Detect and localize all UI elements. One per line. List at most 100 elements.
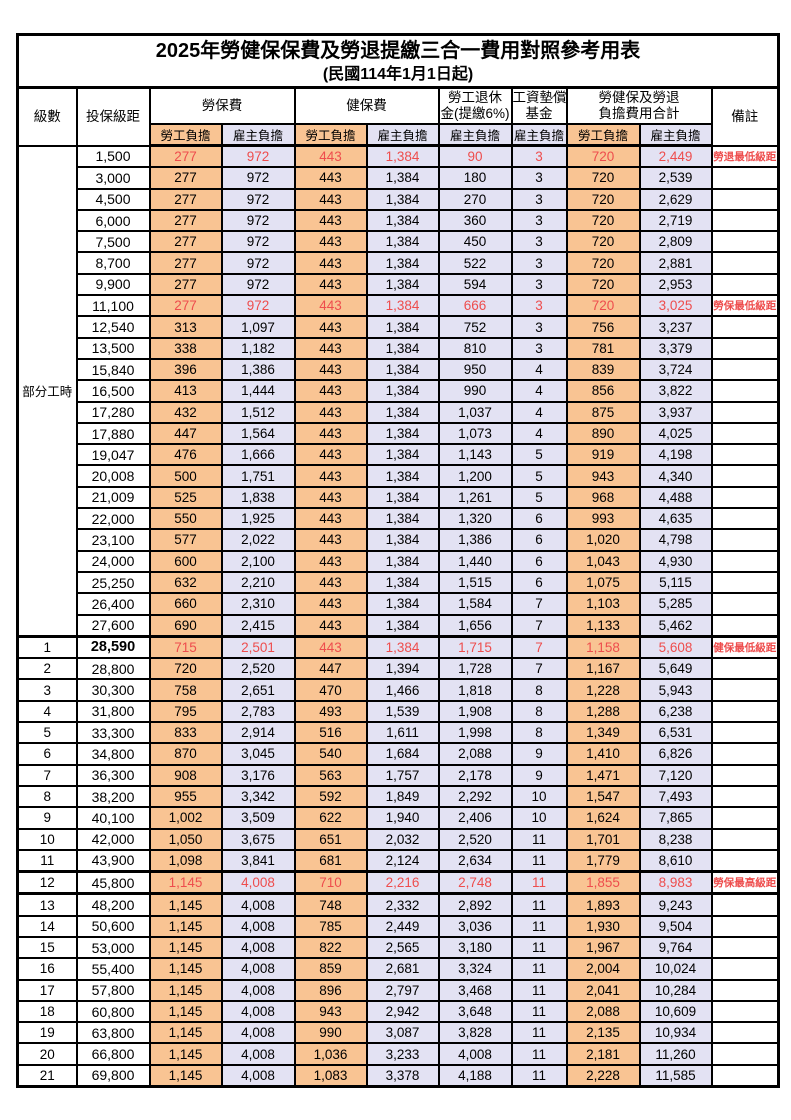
health-employee-cell: 443 <box>293 379 368 403</box>
labor-employee-cell: 277 <box>148 208 223 233</box>
labor-employer-cell: 4,008 <box>220 957 296 981</box>
remark-cell <box>710 1063 780 1088</box>
wage-fund-employer-cell: 7 <box>510 613 568 638</box>
pension-header-line2: 金(提繳6%) <box>440 106 510 121</box>
health-employee-cell: 443 <box>293 294 368 318</box>
total-employee-cell: 1,349 <box>565 721 641 745</box>
health-employer-cell: 1,384 <box>365 592 440 616</box>
pension-employer-cell: 1,143 <box>437 443 513 467</box>
labor-employee-cell: 1,050 <box>148 827 223 851</box>
health-employee-cell: 443 <box>293 315 368 339</box>
remark-cell <box>710 208 780 233</box>
labor-employee-cell: 1,145 <box>148 1042 223 1066</box>
total-employer-cell: 2,449 <box>638 144 713 169</box>
bracket-cell: 16,500 <box>75 379 151 403</box>
bracket-cell: 53,000 <box>75 935 151 960</box>
pension-employer-cell: 2,406 <box>437 806 513 830</box>
health-employee-cell: 443 <box>293 592 368 616</box>
wage-fund-employer-cell: 4 <box>510 357 568 382</box>
labor-employee-cell: 277 <box>148 187 223 211</box>
bracket-cell: 31,800 <box>75 699 151 724</box>
health-employer-cell: 1,384 <box>365 485 440 510</box>
total-employer-cell: 5,285 <box>638 592 713 616</box>
total-employee-cell: 2,135 <box>565 1021 641 1045</box>
health-employer-cell: 2,124 <box>365 848 440 873</box>
wage-fund-employer-cell: 7 <box>510 634 568 660</box>
labor-employee-cell: 1,145 <box>148 1063 223 1088</box>
health-employer-cell: 1,384 <box>365 464 440 488</box>
total-employee-cell: 890 <box>565 421 641 446</box>
health-employee-cell: 443 <box>293 166 368 190</box>
remark-cell <box>710 485 780 510</box>
bracket-cell: 63,800 <box>75 1021 151 1045</box>
total-employee-cell: 2,041 <box>565 978 641 1002</box>
bracket-cell: 57,800 <box>75 978 151 1002</box>
wage-fund-header-line2: 基金 <box>525 106 553 121</box>
labor-employer-cell: 2,914 <box>220 721 296 745</box>
table-row: 17,880 447 1,564 443 1,384 1,073 4 890 4,025 <box>18 421 780 446</box>
pension-employer-cell: 1,515 <box>437 570 513 595</box>
health-employee-cell: 443 <box>293 144 368 169</box>
total-employee-cell: 1,893 <box>565 892 641 917</box>
remark-cell <box>710 613 780 638</box>
health-employee-cell: 443 <box>293 336 368 360</box>
total-employer-cell: 6,531 <box>638 721 713 745</box>
health-employer-cell: 2,449 <box>365 914 440 938</box>
health-employer-cell: 1,384 <box>365 507 440 531</box>
pension-employer-cell: 990 <box>437 379 513 403</box>
wage-fund-employer-cell: 6 <box>510 528 568 552</box>
total-employer-cell: 5,608 <box>638 634 713 660</box>
total-employee-cell: 720 <box>565 251 641 275</box>
total-employee-cell: 1,701 <box>565 827 641 851</box>
total-employee-cell: 1,547 <box>565 784 641 809</box>
table-row: 9,900 277 972 443 1,384 594 3 720 2,953 <box>18 272 780 297</box>
labor-employee-cell: 476 <box>148 443 223 467</box>
total-employer-cell: 5,115 <box>638 570 713 595</box>
bracket-cell: 24,000 <box>75 549 151 573</box>
col-header-total: 勞健保及勞退 負擔費用合計 <box>565 86 713 125</box>
total-employer-cell: 3,237 <box>638 315 713 339</box>
labor-employee-cell: 277 <box>148 144 223 169</box>
labor-employee-cell: 313 <box>148 315 223 339</box>
wage-fund-employer-cell: 8 <box>510 678 568 702</box>
bracket-cell: 21,009 <box>75 485 151 510</box>
bracket-cell: 17,280 <box>75 400 151 424</box>
subheader-health-employee: 勞工負擔 <box>293 123 368 147</box>
table-row: 16 55,400 1,145 4,008 859 2,681 3,324 11 2,004 10… <box>16 957 780 981</box>
pension-employer-cell: 360 <box>437 208 513 233</box>
wage-fund-employer-cell: 8 <box>510 699 568 724</box>
labor-employee-cell: 1,002 <box>148 806 223 830</box>
bracket-cell: 45,800 <box>75 870 151 896</box>
table-row: 20 66,800 1,145 4,008 1,036 3,233 4,008 11 2,181… <box>16 1042 780 1066</box>
labor-employer-cell: 972 <box>220 208 296 233</box>
total-employee-cell: 993 <box>565 507 641 531</box>
pension-employer-cell: 2,892 <box>437 892 513 917</box>
labor-employer-cell: 2,501 <box>220 634 296 660</box>
bracket-cell: 3,000 <box>75 166 151 190</box>
labor-employer-cell: 2,022 <box>220 528 296 552</box>
bracket-cell: 34,800 <box>75 742 151 766</box>
remark-cell <box>710 892 780 917</box>
wage-fund-employer-cell: 6 <box>510 549 568 573</box>
page-title: 2025年勞健保保費及勞退提繳三合一費用對照參考用表 <box>155 39 641 62</box>
wage-fund-employer-cell: 11 <box>510 957 568 981</box>
premium-reference-table: 2025年勞健保保費及勞退提繳三合一費用對照參考用表 (民國114年1月1日起)… <box>16 33 781 1089</box>
labor-employer-cell: 1,751 <box>220 464 296 488</box>
health-employee-cell: 1,083 <box>293 1063 368 1088</box>
table-row: 12,540 313 1,097 443 1,384 752 3 756 3,237 <box>18 315 780 339</box>
labor-employer-cell: 972 <box>220 166 296 190</box>
remark-cell <box>710 507 780 531</box>
wage-fund-employer-cell: 3 <box>510 187 568 211</box>
labor-employee-cell: 432 <box>148 400 223 424</box>
labor-employer-cell: 4,008 <box>220 1042 296 1066</box>
labor-employee-cell: 758 <box>148 678 223 702</box>
total-employee-cell: 2,004 <box>565 957 641 981</box>
remark-cell <box>710 592 780 616</box>
pension-employer-cell: 1,818 <box>437 678 513 702</box>
col-header-bracket: 投保級距 <box>75 86 151 147</box>
pension-employer-cell: 1,037 <box>437 400 513 424</box>
level-cell: 7 <box>16 763 78 787</box>
labor-employer-cell: 2,210 <box>220 570 296 595</box>
total-employee-cell: 1,288 <box>565 699 641 724</box>
total-employee-cell: 1,967 <box>565 935 641 960</box>
